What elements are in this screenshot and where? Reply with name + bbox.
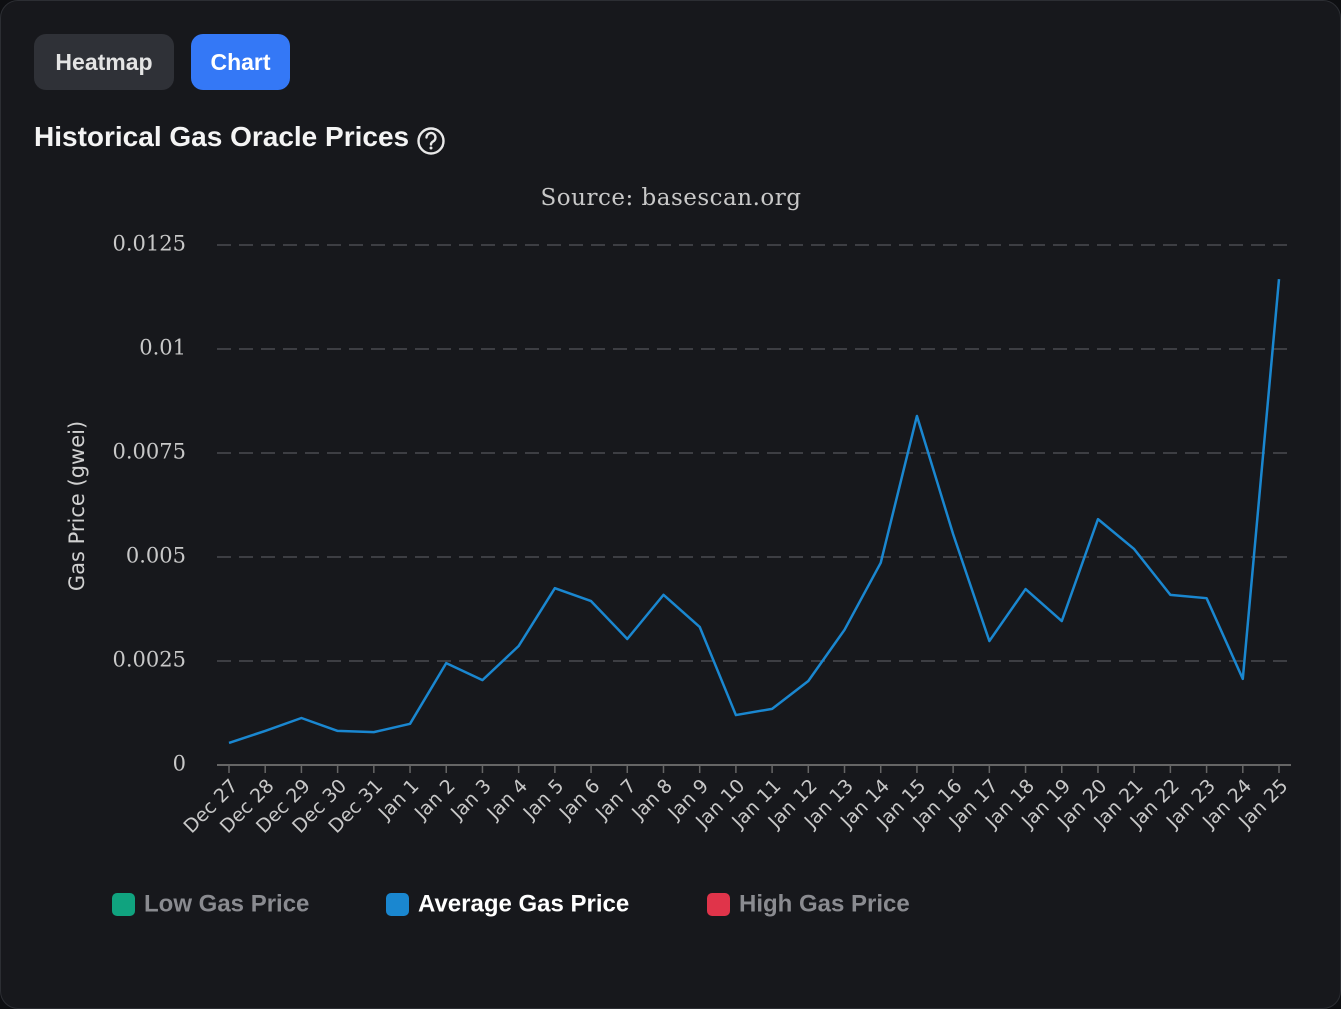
x-tick-label: Jan 4 [482,775,532,825]
y-axis-label: Gas Price (gwei) [65,421,89,591]
legend-swatch [112,893,135,916]
section-title: Historical Gas Oracle Prices [34,121,410,152]
legend-swatch [707,893,730,916]
x-tick-label: Jan 5 [518,775,568,825]
legend-label: Average Gas Price [418,890,629,917]
x-tick-label: Jan 3 [446,775,496,825]
help-icon[interactable] [416,126,446,156]
tab-button[interactable]: Heatmap [34,34,174,90]
tab-button[interactable]: Chart [191,34,290,90]
legend-swatch [386,893,409,916]
y-tick-label: 0 [173,752,186,776]
y-tick-label: 0.0025 [113,648,186,672]
series-line [228,278,1281,745]
x-tick-label: Jan 2 [410,775,460,825]
legend-label: Low Gas Price [144,890,309,917]
chart-subtitle: Source: basescan.org [541,185,802,211]
y-tick-label: 0.0125 [113,232,186,256]
x-tick-label: Jan 1 [374,775,424,825]
legend-label: High Gas Price [739,890,910,917]
y-tick-label: 0.0075 [113,440,186,464]
x-tick-label: Jan 7 [591,775,641,825]
x-tick-label: Jan 8 [627,775,677,825]
x-tick-label: Jan 6 [555,775,605,825]
y-tick-label: 0.005 [126,544,186,568]
y-tick-label: 0.01 [139,336,186,360]
